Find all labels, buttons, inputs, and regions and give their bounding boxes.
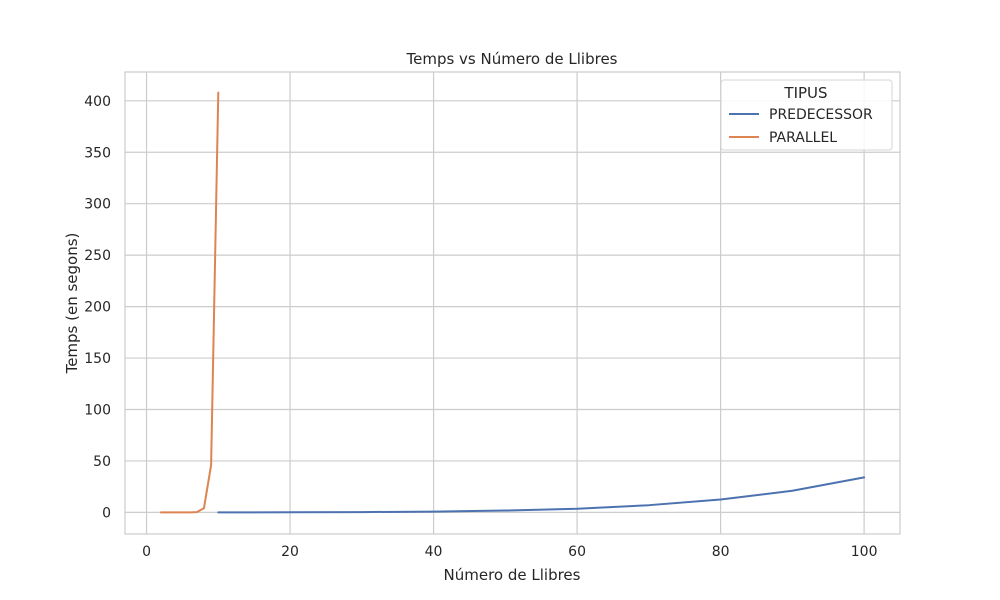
legend: TIPUS PREDECESSOR PARALLEL — [720, 79, 893, 151]
y-tick-label: 150 — [84, 351, 111, 367]
x-tick-label: 60 — [568, 544, 586, 560]
series-line-parallel — [159, 91, 220, 514]
y-tick-label: 0 — [102, 505, 111, 521]
x-tick-label: 20 — [281, 544, 299, 560]
y-tick-label: 100 — [84, 402, 111, 418]
legend-items: PREDECESSOR PARALLEL — [729, 107, 873, 146]
x-tick-label: 0 — [142, 544, 151, 560]
y-tick-label: 400 — [84, 94, 111, 110]
x-axis-label: Número de Llibres — [444, 566, 581, 584]
chart-title: Temps vs Número de Llibres — [406, 50, 618, 68]
y-axis-label: Temps (en segons) — [63, 233, 81, 375]
series-lines — [159, 91, 866, 514]
plot-frame — [124, 71, 901, 535]
y-tick-label: 250 — [84, 248, 111, 264]
x-tick-label: 40 — [425, 544, 443, 560]
legend-box — [720, 79, 893, 151]
legend-title: TIPUS — [783, 84, 827, 102]
y-tick-label: 200 — [84, 300, 111, 316]
y-tick-label: 300 — [84, 197, 111, 213]
x-tick-label: 80 — [712, 544, 730, 560]
tick-labels: 0 20 40 60 80 100 0 50 100 150 200 250 300 350 400 — [84, 94, 877, 560]
series-line-predecessor — [217, 476, 866, 514]
y-tick-label: 350 — [84, 145, 111, 161]
legend-label-parallel: PARALLEL — [769, 130, 837, 146]
legend-label-predecessor: PREDECESSOR — [769, 107, 873, 123]
y-tick-label: 50 — [93, 454, 111, 470]
x-tick-label: 100 — [851, 544, 878, 560]
